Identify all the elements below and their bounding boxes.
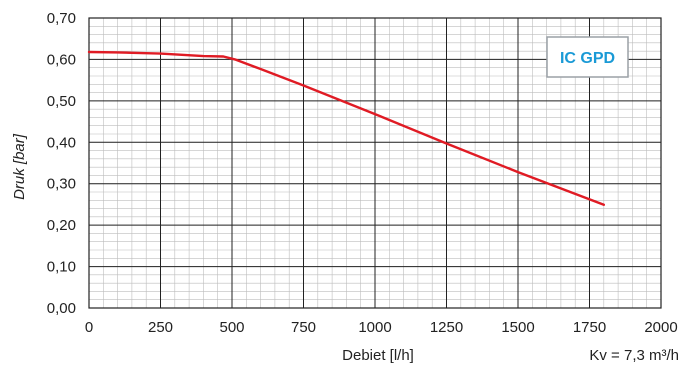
y-tick-label: 0,70 [47, 10, 76, 27]
x-tick-label: 1500 [501, 319, 534, 336]
kv-note: Kv = 7,3 m³/h [589, 347, 679, 364]
y-tick-label: 0,00 [47, 300, 76, 317]
plot-frame [88, 17, 662, 309]
y-axis-label: Druk [bar] [11, 133, 28, 200]
major-grid [89, 18, 661, 308]
x-tick-label: 0 [85, 319, 93, 336]
y-tick-label: 0,10 [47, 259, 76, 276]
y-tick-label: 0,50 [47, 93, 76, 110]
badge-box [546, 36, 629, 78]
x-tick-label: 1000 [358, 319, 391, 336]
x-tick-label: 500 [219, 319, 244, 336]
pressure-curve [87, 50, 605, 206]
x-tick-labels: 0 250 500 750 1000 1250 1500 1750 2000 [85, 319, 678, 336]
y-tick-labels: 0,00 0,10 0,20 0,30 0,40 0,50 0,60 0,70 [47, 10, 76, 317]
y-tick-label: 0,40 [47, 134, 76, 151]
y-tick-label: 0,20 [47, 217, 76, 234]
x-tick-label: 250 [148, 319, 173, 336]
x-tick-label: 1750 [573, 319, 606, 336]
badge-text: IC GPD [560, 50, 615, 67]
y-tick-label: 0,30 [47, 176, 76, 193]
y-tick-label: 0,60 [47, 51, 76, 68]
x-axis-label: Debiet [l/h] [342, 347, 414, 364]
x-tick-label: 750 [291, 319, 316, 336]
x-tick-label: 1250 [430, 319, 463, 336]
product-badge: IC GPD [546, 36, 629, 78]
x-tick-label: 2000 [644, 319, 677, 336]
